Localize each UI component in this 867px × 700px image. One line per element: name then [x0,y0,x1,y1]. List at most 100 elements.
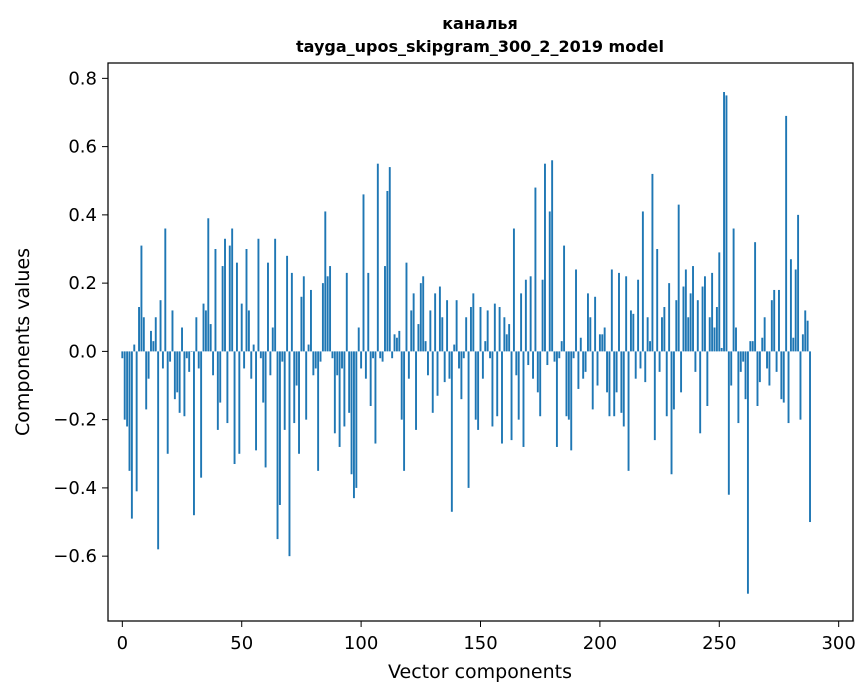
bar-116 [398,330,401,352]
y-tick-label: 0.2 [68,273,97,294]
plot-frame [107,62,854,622]
x-tick-label: 250 [702,633,736,654]
bar-17 [161,351,164,369]
x-tick-label: 300 [821,633,855,654]
bar-136 [446,300,449,352]
bar-264 [751,341,754,352]
bar-67 [281,351,284,362]
bar-62 [269,351,272,376]
bar-33 [200,351,203,478]
bar-268 [761,337,764,352]
bar-102 [364,351,367,379]
bar-90 [336,351,339,376]
bar-172 [532,351,534,379]
bar-245 [706,351,709,406]
bar-250 [718,252,721,352]
y-tick-label: −0.6 [53,546,97,567]
bar-4 [130,351,133,519]
bar-211 [625,276,628,352]
bar-218 [641,211,644,352]
bar-11 [147,351,150,379]
bar-122 [412,293,415,352]
bar-256 [732,228,735,352]
bar-202 [603,327,606,352]
bar-98 [355,351,358,488]
bar-171 [529,276,532,352]
bar-39 [214,249,217,352]
bar-209 [620,351,623,413]
y-tick-label: −0.2 [53,410,97,431]
bar-132 [436,351,439,396]
bar-5 [133,344,136,352]
bar-93 [343,351,346,427]
bar-225 [658,351,661,372]
bar-52 [245,249,248,352]
bar-117 [400,351,403,420]
bar-285 [801,334,804,352]
bar-284 [799,351,802,420]
bar-231 [672,351,675,410]
bar-86 [326,276,329,352]
bar-61 [267,262,269,352]
bar-99 [357,327,360,352]
bar-166 [517,351,520,420]
bar-47 [233,351,236,465]
bar-95 [348,351,351,413]
bar-160 [503,317,506,352]
bar-64 [274,238,277,352]
bar-167 [520,293,523,352]
bar-274 [775,351,778,372]
bar-189 [572,351,575,359]
bar-148 [474,351,477,420]
y-axis-ticks: −0.6 −0.4 −0.2 0.0 0.2 0.4 0.6 0.8 [53,68,108,567]
bar-45 [228,245,231,352]
bar-85 [324,211,327,352]
bar-180 [551,160,554,352]
bar-80 [312,351,315,376]
bar-152 [484,341,487,352]
bar-272 [770,300,773,352]
y-tick-label: 0.6 [68,137,97,158]
bar-53 [247,310,250,352]
x-axis-label: Vector components [388,661,572,683]
bar-179 [548,211,551,352]
bar-162 [508,324,511,352]
bar-207 [615,351,618,393]
bar-262 [746,351,749,594]
bar-74 [298,351,300,454]
bar-221 [649,341,651,352]
bar-43 [224,238,226,352]
bar-18 [164,228,167,352]
bar-175 [539,351,542,417]
bar-38 [212,351,215,376]
bar-131 [434,293,437,352]
bar-51 [243,351,246,369]
bar-87 [329,266,332,352]
bar-115 [395,337,398,352]
bar-283 [797,214,800,352]
bar-22 [173,351,176,400]
bar-247 [711,272,714,352]
bar-97 [352,351,355,499]
bar-261 [744,351,747,400]
bar-265 [754,242,757,352]
bar-49 [238,351,241,454]
bar-65 [276,351,279,540]
bar-104 [369,351,372,406]
bar-287 [806,320,809,352]
bar-46 [231,228,234,352]
bar-233 [677,204,680,352]
bar-70 [288,351,291,557]
bar-23 [176,351,179,393]
bar-138 [450,351,453,512]
bar-174 [536,351,539,393]
bar-129 [429,310,432,352]
bar-210 [622,351,625,427]
bar-170 [527,351,530,366]
bar-190 [575,269,577,352]
bar-63 [271,327,274,352]
x-tick-label: 200 [583,633,617,654]
bar-127 [424,341,427,352]
bar-88 [331,351,334,359]
